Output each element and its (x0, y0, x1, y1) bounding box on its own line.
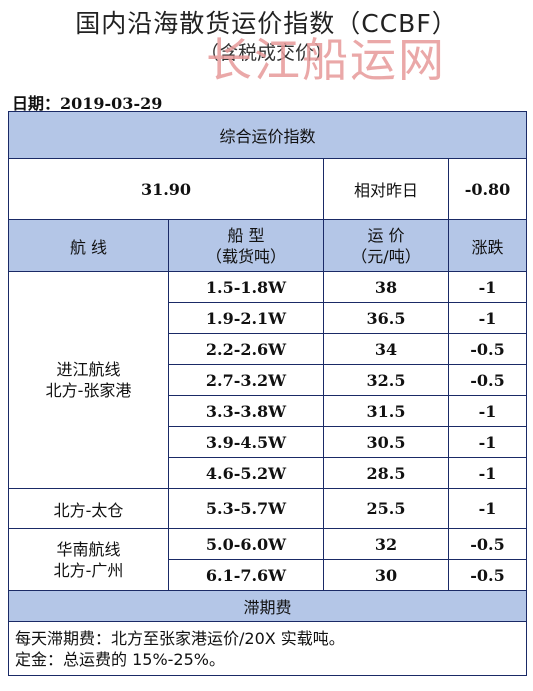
change-cell: -1 (447, 302, 528, 334)
ship-type-unit: （载货吨） (205, 246, 286, 266)
demurrage-header: 滞期费 (7, 590, 528, 622)
freight-cell: 30.5 (323, 426, 449, 458)
ship-type-cell: 3.3-3.8W (168, 395, 324, 427)
freight-cell: 32 (323, 528, 449, 560)
freight-index-table: 综合运价指数 31.90 相对昨日 -0.80 航 线 船 型 （载货吨） 运 … (7, 111, 528, 676)
change-cell: -1 (447, 488, 528, 529)
freight-cell: 34 (323, 333, 449, 365)
ship-type-cell: 1.9-2.1W (168, 302, 324, 334)
change-vs-yesterday-label: 相对昨日 (323, 158, 449, 220)
table-row: 4.6-5.2W 28.5 -1 (9, 457, 528, 489)
deposit-note: 定金：总运费的 15%-25%。 (15, 649, 225, 669)
table-row: 3.3-3.8W 31.5 -1 (9, 395, 528, 427)
change-cell: -0.5 (447, 364, 528, 396)
freight-cell: 32.5 (323, 364, 449, 396)
composite-index-value: 31.90 (8, 158, 324, 220)
route-name: 进江航线 (56, 360, 121, 379)
change-cell: -0.5 (447, 333, 528, 365)
ship-type-label: 船 型 (227, 225, 265, 245)
table-row: 进江航线 北方-张家港 1.5-1.8W 38 -1 (8, 271, 528, 489)
ship-type-cell: 3.9-4.5W (168, 426, 324, 458)
ship-type-cell: 2.7-3.2W (168, 364, 324, 396)
freight-cell: 25.5 (323, 488, 449, 529)
change-vs-yesterday-value: -0.80 (447, 158, 528, 220)
change-cell: -1 (447, 426, 528, 458)
table-row: 华南航线 北方-广州 5.0-6.0W 32 -0.5 (8, 528, 528, 591)
ship-type-cell: 5.3-5.7W (168, 488, 324, 529)
column-header-route: 航 线 (8, 219, 169, 272)
column-header-freight: 运 价 （元/吨） (323, 219, 449, 272)
demurrage-notes: 每天滞期费：北方至张家港运价/20X 实载吨。 定金：总运费的 15%-25%。 (7, 621, 528, 676)
page-title: 国内沿海散货运价指数（CCBF） (75, 9, 458, 38)
date-label: 日期：2019-03-29 (12, 94, 163, 113)
demurrage-rate-note: 每天滞期费：北方至张家港运价/20X 实载吨。 (15, 628, 345, 648)
change-cell: -1 (447, 271, 528, 303)
change-cell: -1 (447, 395, 528, 427)
ship-type-cell: 4.6-5.2W (168, 457, 324, 489)
change-cell: -0.5 (447, 528, 528, 560)
freight-cell: 38 (323, 271, 449, 303)
route-cell-yangtze: 进江航线 北方-张家港 (8, 271, 169, 489)
composite-index-header: 综合运价指数 (7, 111, 528, 159)
ship-type-cell: 1.5-1.8W (168, 271, 324, 303)
table-row: 2.2-2.6W 34 -0.5 (9, 333, 528, 365)
column-header-change: 涨跌 (447, 219, 528, 272)
ship-type-cell: 2.2-2.6W (168, 333, 324, 365)
freight-cell: 31.5 (323, 395, 449, 427)
route-cell-taicang: 北方-太仓 (8, 488, 169, 529)
column-header-ship-type: 船 型 （载货吨） (168, 219, 324, 272)
table-row: 2.7-3.2W 32.5 -0.5 (9, 364, 528, 396)
freight-cell: 30 (323, 559, 449, 591)
route-name: 华南航线 (56, 539, 121, 559)
page-subtitle: （含税成交价） (199, 42, 333, 64)
freight-cell: 36.5 (323, 302, 449, 334)
table-row: 北方-太仓 5.3-5.7W 25.5 -1 (8, 488, 528, 529)
freight-label: 运 价 (367, 225, 405, 245)
freight-unit: （元/吨） (351, 246, 421, 266)
route-name-detail: 北方-广州 (53, 560, 124, 580)
change-cell: -0.5 (447, 559, 528, 591)
change-cell: -1 (447, 457, 528, 489)
freight-cell: 28.5 (323, 457, 449, 489)
route-cell-south-china: 华南航线 北方-广州 (8, 528, 169, 591)
route-name-detail: 北方-张家港 (45, 381, 132, 400)
ship-type-cell: 5.0-6.0W (168, 528, 324, 560)
ship-type-cell: 6.1-7.6W (168, 559, 324, 591)
